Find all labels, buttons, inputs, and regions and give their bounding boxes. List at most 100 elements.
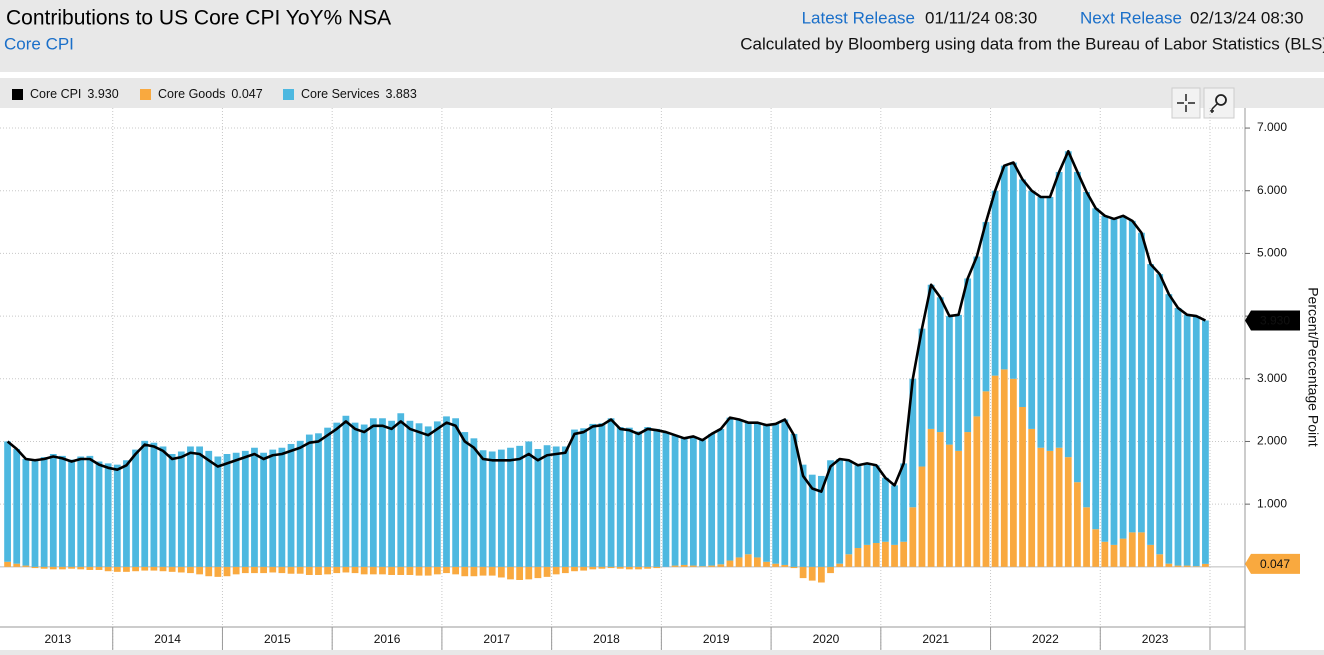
zoom-button[interactable] (1203, 87, 1235, 119)
bar (580, 428, 588, 567)
bar (305, 566, 313, 575)
bar (1055, 171, 1063, 448)
bar (31, 459, 39, 567)
bar (635, 431, 642, 567)
y-tick-label: 2.000 (1257, 434, 1287, 448)
bar (863, 463, 871, 545)
bar (1183, 314, 1191, 566)
bar (982, 222, 990, 392)
next-release-label: Next Release (1080, 8, 1182, 27)
bar (22, 459, 30, 566)
latest-release: 01/11/24 08:30 (925, 8, 1037, 27)
crosshair-button[interactable] (1171, 87, 1201, 119)
bar (324, 566, 331, 575)
bar (223, 566, 231, 577)
bar (22, 565, 30, 567)
bar (1110, 218, 1118, 545)
bar (653, 428, 661, 567)
bar (955, 450, 962, 567)
plot: 1.0002.0003.0004.0005.0006.0007.00020132… (0, 108, 1300, 650)
bar (287, 566, 295, 574)
bar (946, 444, 953, 567)
bar (497, 566, 505, 578)
bar (461, 566, 469, 577)
bar (4, 561, 11, 567)
bar (927, 428, 935, 567)
legend-bg (0, 78, 1324, 108)
latest-release-label: Latest Release (802, 8, 915, 27)
bar (763, 561, 770, 567)
bar (726, 560, 734, 567)
bar (13, 448, 21, 564)
legend-swatch (140, 89, 151, 100)
bar (625, 427, 633, 567)
bar (59, 566, 66, 570)
bar (86, 566, 94, 570)
bar (95, 566, 103, 570)
bar (900, 541, 908, 567)
bar (333, 422, 341, 567)
bar (369, 418, 377, 567)
next-release: 02/13/24 08:30 (1190, 8, 1303, 27)
bar (470, 566, 478, 577)
bar (1064, 151, 1072, 458)
bar (946, 316, 953, 445)
bar (68, 566, 75, 569)
bar (388, 566, 396, 575)
bar (379, 418, 386, 567)
bar (113, 464, 121, 567)
bar (278, 566, 286, 574)
bar (1156, 554, 1164, 567)
bar (918, 466, 926, 567)
bar (854, 548, 862, 567)
bar (196, 566, 203, 575)
legend-name: Core CPI (30, 87, 81, 101)
bar (644, 427, 652, 567)
bar (571, 429, 578, 567)
bar (799, 464, 807, 567)
bar (671, 435, 679, 566)
value-tag-label: 0.047 (1260, 557, 1290, 571)
line (6, 149, 1206, 493)
bar (1083, 191, 1090, 508)
chart-title: Contributions to US Core CPI YoY% NSA (6, 7, 391, 30)
x-tick-label: 2020 (813, 632, 840, 646)
bar (516, 445, 524, 567)
bar (132, 449, 139, 567)
bar (40, 566, 48, 569)
bar (287, 443, 295, 567)
bar (616, 566, 624, 569)
bar (927, 284, 935, 429)
bar (205, 450, 213, 567)
bar (1192, 566, 1200, 567)
bar (424, 566, 432, 576)
bar (296, 440, 304, 567)
bar (269, 449, 277, 567)
bar (644, 566, 652, 569)
bar (269, 566, 277, 573)
bar (1101, 215, 1109, 542)
bar (123, 566, 130, 572)
x-tick-label: 2022 (1032, 632, 1059, 646)
x-tick-label: 2019 (703, 632, 730, 646)
bar (973, 256, 981, 417)
bar (699, 440, 706, 567)
bar (763, 425, 770, 562)
bar (497, 449, 505, 567)
bar (635, 566, 642, 570)
bar (525, 441, 533, 567)
bar (452, 566, 460, 575)
bar (1147, 544, 1154, 567)
bar (845, 554, 853, 567)
legend-value: 3.930 (87, 87, 118, 101)
bar (653, 566, 661, 569)
bar (836, 459, 844, 564)
bar (689, 565, 697, 567)
bar (1083, 507, 1090, 567)
bar (1174, 565, 1182, 567)
bar (351, 422, 359, 567)
bar (388, 420, 396, 567)
bar (223, 454, 231, 567)
bar (379, 566, 386, 575)
